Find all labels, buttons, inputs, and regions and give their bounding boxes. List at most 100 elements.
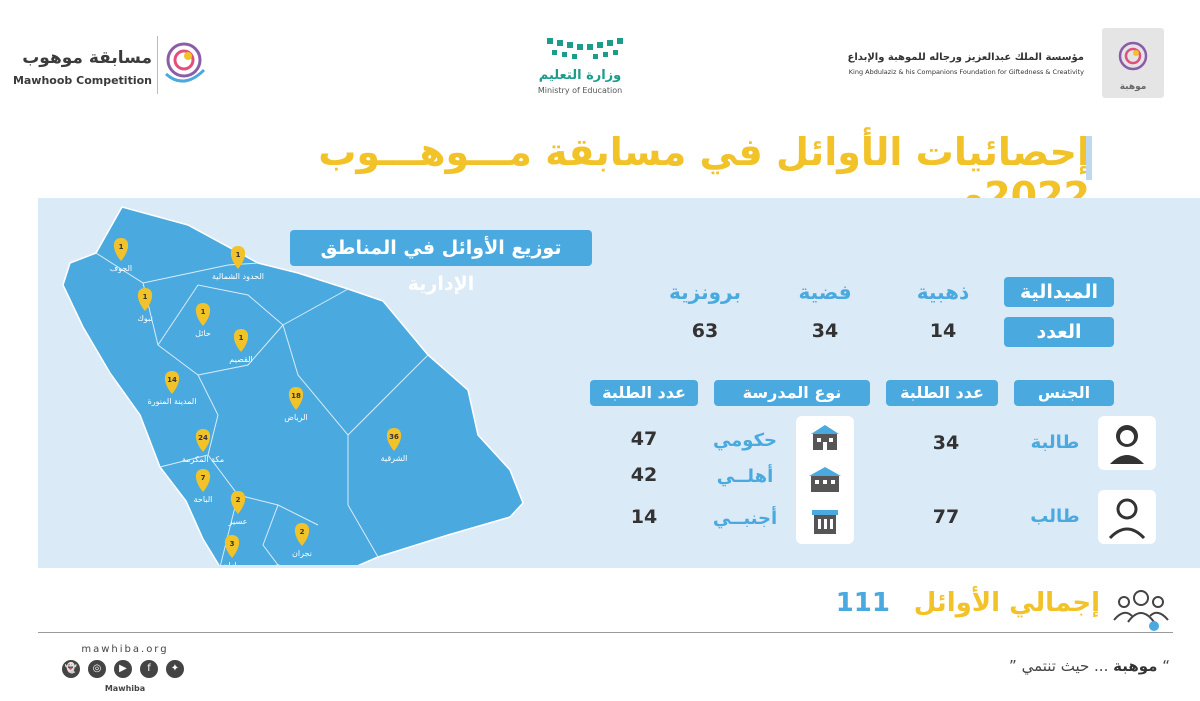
ministry-of-education-logo: وزارة التعليم Ministry of Education (500, 30, 660, 100)
region-count: 36 (389, 433, 399, 441)
region-name: تبوك (137, 314, 152, 323)
school-icons-box (796, 416, 854, 544)
region-name: الجوف (110, 264, 132, 273)
ministry-english: Ministry of Education (537, 86, 623, 95)
male-avatar-box (1098, 490, 1156, 544)
medal-header: الميدالية (1004, 277, 1114, 307)
gold-medal-label: ذهبية (916, 280, 970, 304)
region-name: حائل (195, 329, 211, 338)
female-count: 34 (932, 432, 960, 454)
map-pin (294, 523, 310, 546)
school-students-header: عدد الطلبة (590, 380, 698, 406)
footer-slogan: “ موهبة ... حيث تنتمي ” (940, 657, 1170, 675)
map-subtitle: توزيع الأوائل في المناطق الإدارية (290, 230, 592, 295)
slogan-text: ... حيث تنتمي (1021, 657, 1109, 675)
female-student-icon (1110, 425, 1144, 464)
group-users-icon (1113, 590, 1169, 631)
gender-students-header: عدد الطلبة (886, 380, 998, 406)
map-pin (164, 371, 180, 394)
silver-medal-label: فضية (798, 280, 852, 304)
foreign-label: أجنبــي (712, 508, 778, 529)
map-pin (224, 535, 240, 558)
mawhoob-logo-icon (165, 42, 206, 83)
private-count: 42 (630, 464, 658, 486)
mawhiba-logo-icon (1118, 41, 1148, 71)
page-title: إحصائيات الأوائل في مسابقة مـــوهـــوب 2… (318, 130, 1090, 218)
map-pin (233, 329, 249, 352)
gold-count: 14 (929, 320, 957, 342)
left-logo-english: Mawhoob Competition (12, 74, 152, 87)
saudi-regions-map: 1 الجوف 1 الحدود الشمالية 1 تبوك 1 حائل 1 القصيم 1… (62, 206, 524, 565)
total-label: إجمالي الأوائل (913, 588, 1100, 618)
region-count: 1 (239, 334, 244, 342)
region-count: 18 (291, 392, 301, 400)
foundation-arabic: مؤسسة الملك عبدالعزيز ورجاله للموهبة وال… (847, 52, 1084, 63)
region-count: 1 (201, 308, 206, 316)
mawhiba-logo-box: موهبة (1102, 28, 1164, 98)
region-name: عسير (228, 517, 248, 526)
twitter-icon[interactable]: ✦ (166, 660, 184, 678)
foundation-english: King Abdulaziz & his Companions Foundati… (848, 68, 1084, 76)
count-header: العدد (1004, 317, 1114, 347)
ministry-dots-icon (547, 38, 623, 59)
male-count: 77 (932, 506, 960, 528)
region-name: نجران (292, 549, 312, 558)
footer-divider (38, 632, 1173, 633)
region-name: الحدود الشمالية (212, 272, 264, 281)
ministry-arabic: وزارة التعليم (538, 68, 622, 83)
region-count: 24 (198, 434, 208, 442)
social-icons-row: 👻 ◎ ▶ f ✦ (62, 660, 188, 680)
left-logo-arabic: مسابقة موهوب (22, 48, 152, 68)
government-label: حكومي (712, 430, 778, 451)
bronze-medal-label: برونزية (669, 280, 741, 304)
map-pin (288, 387, 304, 410)
youtube-icon[interactable]: ▶ (114, 660, 132, 678)
school-type-header: نوع المدرسة (714, 380, 870, 406)
region-count: 14 (167, 376, 177, 384)
instagram-icon[interactable]: ◎ (88, 660, 106, 678)
map-pin (137, 288, 153, 311)
map-pin (230, 491, 246, 514)
region-name: جازان (222, 561, 241, 565)
footer-brand: Mawhiba (104, 684, 146, 693)
region-count: 7 (201, 474, 206, 482)
map-pin (195, 469, 211, 492)
region-count: 1 (143, 293, 148, 301)
private-school-icon (809, 467, 841, 492)
region-count: 2 (300, 528, 305, 536)
male-label: طالب (1030, 506, 1080, 527)
region-count: 1 (236, 251, 241, 259)
region-name: المدينة المنورة (148, 397, 197, 406)
title-accent-bar (1086, 136, 1092, 180)
region-name: القصيم (229, 355, 252, 364)
website-link[interactable]: mawhiba.org (81, 644, 169, 655)
map-shape (62, 206, 524, 565)
map-pin (195, 303, 211, 326)
slogan-brand: موهبة (1113, 657, 1158, 675)
total-value: 111 (835, 588, 890, 618)
mawhiba-logo-label: موهبة (1119, 82, 1147, 92)
map-pin (113, 238, 129, 261)
foreign-count: 14 (630, 506, 658, 528)
region-count: 3 (230, 540, 235, 548)
region-name: الشرقية (381, 454, 408, 463)
slogan-open-quote: “ (1162, 657, 1170, 675)
mawhiba-foundation-logo: مؤسسة الملك عبدالعزيز ورجاله للموهبة وال… (848, 28, 1170, 100)
logo-separator (157, 36, 158, 94)
private-label: أهلــي (716, 466, 774, 487)
bronze-count: 63 (691, 320, 719, 342)
female-label: طالبة (1030, 432, 1080, 453)
region-count: 1 (119, 243, 124, 251)
slogan-close-quote: ” (1009, 657, 1017, 675)
snapchat-icon[interactable]: 👻 (62, 660, 80, 678)
map-pin (230, 246, 246, 269)
foreign-school-icon (812, 510, 838, 534)
map-pin (386, 428, 402, 451)
male-student-icon (1108, 498, 1146, 540)
map-pin (195, 429, 211, 452)
region-name: الرياض (284, 413, 307, 422)
mawhoob-competition-logo: مسابقة موهوب Mawhoob Competition (13, 28, 210, 100)
facebook-icon[interactable]: f (140, 660, 158, 678)
region-name: الباحة (194, 495, 213, 504)
silver-count: 34 (811, 320, 839, 342)
